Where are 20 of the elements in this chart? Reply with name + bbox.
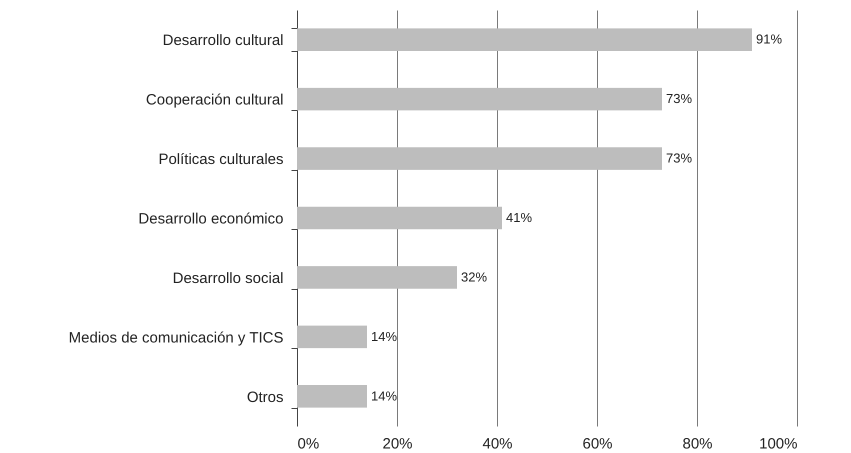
data-label: 32% [461, 269, 488, 284]
y-tick-label: Desarrollo social [172, 270, 284, 287]
data-label: 14% [371, 328, 398, 344]
data-label: 41% [506, 210, 532, 225]
y-tick-label: Otros [246, 388, 284, 406]
y-tick-label: Desarrollo cultural [162, 32, 284, 50]
y-tick-label: Desarrollo económico [138, 210, 284, 228]
y-tick-label: Políticas culturales [158, 151, 284, 168]
x-tick-label: 60% [582, 436, 613, 452]
x-tick-label: 20% [382, 436, 413, 452]
data-label: 14% [371, 388, 398, 404]
x-tick-label: 100% [759, 436, 798, 452]
data-label: 73% [666, 150, 692, 166]
data-label: 91% [756, 32, 782, 47]
x-tick-label: 40% [482, 436, 513, 452]
x-tick-label: 80% [682, 436, 713, 452]
y-tick-label: Cooperación cultural [146, 92, 284, 109]
data-label: 73% [666, 91, 692, 106]
x-tick-label: 0% [298, 436, 320, 452]
y-tick-label: Medios de comunicación y TICS [68, 329, 284, 346]
